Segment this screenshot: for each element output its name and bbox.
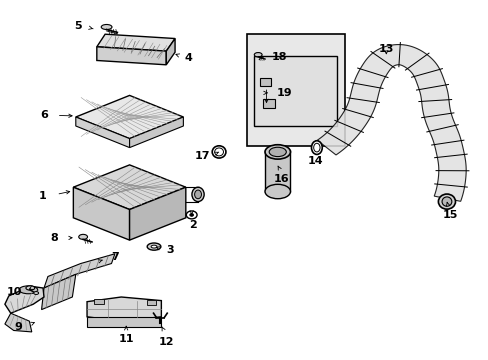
Polygon shape: [263, 99, 274, 108]
Text: 8: 8: [50, 233, 58, 243]
Ellipse shape: [264, 145, 290, 159]
Text: 19: 19: [276, 88, 291, 98]
Polygon shape: [129, 187, 185, 240]
Polygon shape: [87, 317, 161, 327]
Polygon shape: [97, 34, 175, 51]
Ellipse shape: [101, 24, 112, 30]
Ellipse shape: [34, 292, 39, 294]
Polygon shape: [317, 45, 465, 201]
Ellipse shape: [186, 211, 197, 219]
Ellipse shape: [151, 245, 157, 248]
Text: 10: 10: [7, 287, 22, 297]
Text: 1: 1: [39, 191, 46, 201]
Ellipse shape: [311, 141, 322, 154]
Text: 13: 13: [378, 44, 393, 54]
Ellipse shape: [19, 286, 38, 294]
Text: 4: 4: [184, 53, 192, 63]
Polygon shape: [129, 117, 183, 148]
Polygon shape: [166, 39, 175, 65]
Ellipse shape: [313, 143, 319, 152]
Text: 9: 9: [14, 322, 22, 332]
Ellipse shape: [441, 197, 451, 206]
Polygon shape: [76, 117, 129, 148]
Ellipse shape: [254, 53, 262, 57]
Polygon shape: [87, 297, 161, 321]
Ellipse shape: [191, 187, 204, 202]
Ellipse shape: [79, 234, 87, 239]
Polygon shape: [5, 313, 32, 332]
Ellipse shape: [268, 147, 286, 157]
Text: 5: 5: [74, 21, 82, 31]
Ellipse shape: [189, 213, 193, 216]
Polygon shape: [73, 187, 129, 240]
Ellipse shape: [212, 146, 225, 158]
Text: 11: 11: [118, 334, 134, 344]
Text: 6: 6: [40, 110, 48, 120]
Bar: [146, 300, 156, 305]
Text: 14: 14: [307, 156, 323, 166]
Text: 16: 16: [273, 174, 288, 184]
Text: 2: 2: [189, 220, 197, 230]
Ellipse shape: [26, 286, 35, 290]
Ellipse shape: [264, 184, 290, 199]
Polygon shape: [260, 78, 271, 86]
Polygon shape: [41, 274, 76, 310]
Polygon shape: [97, 47, 166, 65]
Ellipse shape: [437, 194, 455, 209]
Ellipse shape: [214, 148, 223, 156]
Text: 12: 12: [158, 337, 174, 347]
Text: 17: 17: [194, 150, 210, 161]
Text: 3: 3: [166, 245, 174, 255]
Text: 7: 7: [111, 252, 119, 262]
Bar: [254, 56, 337, 126]
Bar: [94, 299, 103, 304]
Polygon shape: [76, 95, 183, 139]
Ellipse shape: [194, 190, 201, 199]
Polygon shape: [5, 286, 44, 313]
Ellipse shape: [147, 243, 161, 250]
Text: 18: 18: [271, 52, 286, 62]
Polygon shape: [44, 254, 115, 288]
Polygon shape: [73, 165, 185, 210]
Text: 15: 15: [441, 210, 457, 220]
Bar: [246, 34, 344, 146]
Bar: [264, 150, 290, 192]
